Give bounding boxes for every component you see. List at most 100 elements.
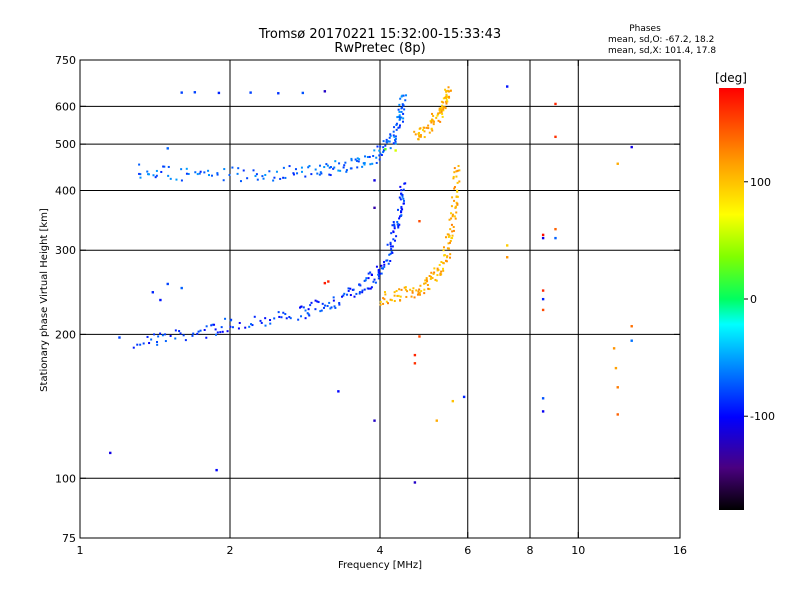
- trace-point: [445, 256, 448, 259]
- trace-point: [397, 225, 400, 228]
- trace-point: [430, 271, 433, 274]
- trace-point: [423, 136, 426, 139]
- trace-point: [231, 166, 234, 169]
- trace-point: [424, 279, 427, 282]
- trace-point: [442, 97, 445, 100]
- trace-point: [431, 129, 434, 132]
- trace-point: [448, 95, 451, 98]
- trace-point: [364, 155, 367, 158]
- trace-point: [440, 270, 443, 273]
- trace-point: [402, 94, 405, 97]
- trace-point: [425, 126, 428, 129]
- trace-point: [146, 170, 149, 173]
- trace-point: [163, 165, 166, 168]
- trace-point: [194, 171, 197, 174]
- trace-point: [419, 293, 422, 296]
- trace-point: [400, 116, 403, 119]
- data-point: [249, 91, 252, 94]
- trace-point: [237, 327, 240, 330]
- trace-point: [445, 99, 448, 102]
- trace-point: [280, 316, 283, 319]
- trace-point: [454, 205, 457, 208]
- trace-point: [307, 308, 310, 311]
- trace-point: [450, 217, 453, 220]
- trace-point: [398, 223, 401, 226]
- trace-point: [398, 116, 401, 119]
- trace-point: [458, 169, 461, 172]
- trace-point: [411, 291, 414, 294]
- trace-point: [383, 263, 386, 266]
- trace-point: [167, 174, 170, 177]
- trace-point: [390, 299, 393, 302]
- y-tick-label: 300: [55, 244, 76, 257]
- trace-point: [377, 271, 380, 274]
- trace-point: [309, 304, 312, 307]
- trace-point: [314, 308, 317, 311]
- trace-point: [380, 154, 383, 157]
- trace-point: [447, 247, 450, 250]
- data-point: [373, 179, 376, 182]
- colorbar-ticks: 100 0 -100: [744, 176, 775, 423]
- trace-point: [382, 267, 385, 270]
- trace-point: [449, 89, 452, 92]
- data-point: [301, 91, 305, 95]
- trace-point: [288, 165, 291, 168]
- trace-point: [404, 99, 407, 102]
- trace-point: [369, 287, 372, 290]
- trace-point: [159, 332, 162, 335]
- trace-point: [438, 263, 441, 266]
- trace-point: [155, 169, 158, 172]
- trace-point: [253, 315, 256, 318]
- trace-point: [451, 215, 454, 218]
- trace-point: [394, 140, 397, 143]
- trace-point: [356, 166, 359, 169]
- trace-point: [403, 182, 406, 185]
- trace-point: [431, 112, 434, 115]
- trace-point: [169, 177, 172, 180]
- trace-point: [416, 293, 419, 296]
- trace-point: [273, 317, 276, 320]
- data-point: [616, 162, 619, 165]
- trace-point: [401, 120, 404, 123]
- trace-point: [444, 96, 447, 99]
- trace-point: [436, 113, 439, 116]
- data-point: [630, 339, 633, 342]
- data-point: [541, 289, 545, 292]
- data-point: [554, 227, 557, 231]
- trace-point: [389, 252, 392, 255]
- trace-point: [297, 318, 300, 321]
- trace-point: [372, 280, 375, 283]
- trace-point: [430, 128, 433, 131]
- trace-point: [400, 189, 403, 192]
- trace-point: [187, 172, 190, 175]
- trace-point: [337, 169, 340, 172]
- trace-point: [378, 158, 381, 161]
- trace-point: [299, 306, 302, 309]
- trace-point: [451, 213, 454, 216]
- data-point: [277, 92, 280, 95]
- trace-point: [294, 168, 297, 171]
- trace-point: [393, 300, 396, 303]
- trace-point: [160, 170, 163, 173]
- trace-point: [440, 107, 443, 110]
- trace-point: [264, 173, 267, 176]
- trace-point: [338, 303, 341, 306]
- trace-point: [392, 142, 395, 145]
- trace-point: [432, 272, 435, 275]
- trace-point: [389, 259, 392, 262]
- trace-point: [382, 140, 385, 143]
- trace-point: [397, 108, 400, 111]
- trace-point: [451, 230, 454, 233]
- trace-point: [428, 288, 431, 291]
- data-point: [373, 206, 376, 210]
- trace-point: [358, 291, 361, 294]
- data-point: [193, 91, 197, 94]
- trace-point: [415, 289, 418, 292]
- trace-point: [179, 332, 182, 335]
- trace-point: [332, 296, 335, 299]
- trace-point: [433, 271, 436, 274]
- trace-point: [423, 288, 426, 291]
- data-point: [541, 297, 545, 301]
- trace-point: [332, 167, 335, 170]
